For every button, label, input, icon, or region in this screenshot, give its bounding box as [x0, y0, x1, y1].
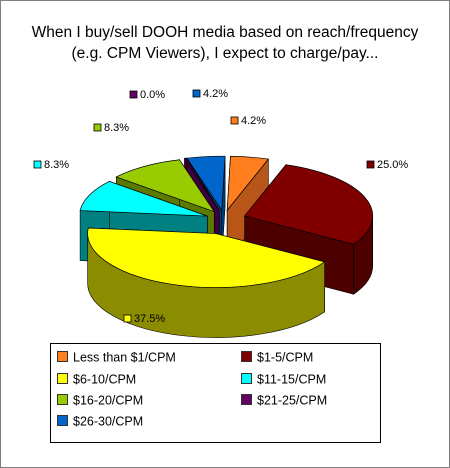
pie-slice-top — [186, 155, 226, 212]
chart-title-line-1: When I buy/sell DOOH media based on reac… — [31, 24, 419, 41]
pie-slice--1-5-cpm — [244, 163, 374, 295]
legend-swatch — [241, 373, 252, 385]
legend-swatch — [57, 394, 68, 406]
data-label: 4.2% — [241, 115, 266, 127]
legend-label: $1-5/CPM — [257, 350, 314, 365]
data-label-marker — [33, 160, 42, 169]
legend-label: $16-20/CPM — [73, 393, 144, 408]
legend-label: $11-15/CPM — [257, 372, 327, 387]
legend-item: $1-5/CPM — [241, 349, 313, 365]
data-label: 4.2% — [203, 88, 228, 100]
chart-legend: Less than $1/CPM $1-5/CPM $6-10/CPM $11-15/… — [50, 343, 381, 443]
legend-label: $26-30/CPM — [73, 414, 144, 429]
legend-swatch — [57, 415, 68, 427]
legend-item: $6-10/CPM — [57, 371, 136, 387]
legend-label: Less than $1/CPM — [73, 350, 176, 365]
data-label: 8.3% — [44, 159, 69, 171]
data-label-marker — [366, 160, 375, 169]
pie-slice-top — [115, 159, 216, 213]
data-label: 0.0% — [140, 89, 165, 101]
legend-swatch — [57, 351, 68, 363]
legend-item: $26-30/CPM — [57, 413, 143, 429]
legend-swatch — [241, 394, 252, 406]
pie-slice-top — [87, 227, 326, 288]
chart-title-line-2: (e.g. CPM Viewers), I expect to charge/p… — [71, 45, 379, 62]
legend-item: $11-15/CPM — [241, 371, 326, 387]
pie-slice--6-10-cpm — [87, 227, 326, 338]
data-label: 37.5% — [134, 313, 165, 325]
data-label-marker — [93, 123, 102, 132]
data-label-marker — [129, 90, 138, 99]
data-label-marker — [123, 314, 132, 323]
pie-slice-top — [183, 157, 220, 211]
data-label-marker — [192, 89, 201, 98]
pie-slice-top — [244, 164, 374, 245]
legend-item: $16-20/CPM — [57, 392, 143, 408]
pie-slice-top — [79, 180, 208, 217]
legend-swatch — [57, 373, 68, 385]
legend-swatch — [241, 351, 252, 363]
chart-title: When I buy/sell DOOH media based on reac… — [8, 22, 442, 64]
data-label-marker — [230, 116, 239, 125]
data-label: 25.0% — [377, 159, 408, 171]
legend-label: $21-25/CPM — [257, 393, 328, 408]
data-label: 8.3% — [104, 122, 129, 134]
legend-label: $6-10/CPM — [73, 372, 137, 387]
legend-item: Less than $1/CPM — [57, 349, 176, 365]
legend-item: $21-25/CPM — [241, 392, 327, 408]
pie-slice-top — [226, 155, 270, 212]
